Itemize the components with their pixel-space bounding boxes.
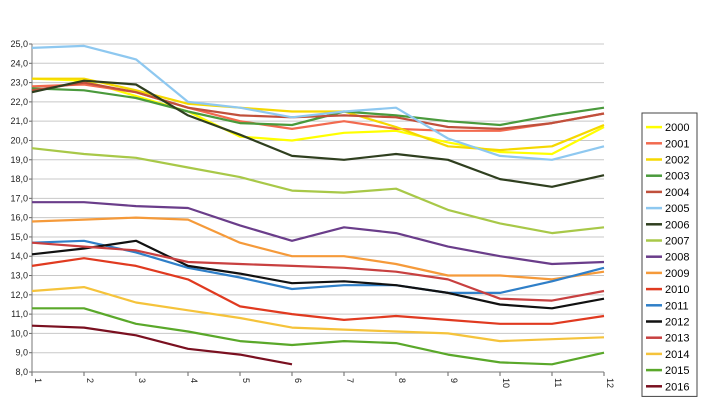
series-line-2016	[31, 324, 293, 366]
y-tick-label: 9,0	[15, 348, 28, 358]
legend-label-2010: 2010	[665, 284, 689, 296]
series-line-2013	[31, 241, 605, 302]
series-line-2006	[31, 79, 605, 188]
y-tick-label: 23,0	[10, 78, 28, 88]
y-tick-label: 8,0	[15, 367, 28, 377]
y-tick-label: 18,0	[10, 174, 28, 184]
legend-label-2016: 2016	[665, 381, 689, 393]
legend-label-2015: 2015	[665, 365, 689, 377]
legend-label-2004: 2004	[665, 187, 689, 199]
series-line-2009	[31, 216, 605, 281]
y-tick-label: 24,0	[10, 58, 28, 68]
x-tick-label: 4	[189, 378, 199, 383]
series-line-2012	[31, 239, 605, 310]
x-tick-labels: 1 2 3 4 5 6 7 8 9 10 11 12	[33, 378, 615, 388]
x-tick-label: 6	[293, 378, 303, 383]
y-tick-label: 16,0	[10, 213, 28, 223]
legend: 2000 2001 2002 2003 2004 2005 2006 2007 2008 2009…	[641, 112, 698, 397]
series-line-2014	[31, 286, 605, 343]
y-tick-label: 19,0	[10, 155, 28, 165]
legend-label-2006: 2006	[665, 219, 689, 231]
y-tick-label: 25,0	[10, 39, 28, 49]
x-tick-label: 1	[33, 378, 43, 383]
series-line-2015	[32, 307, 605, 366]
series-line-2007	[31, 147, 605, 235]
legend-label-2001: 2001	[665, 138, 689, 150]
y-tick-label: 13,0	[10, 271, 28, 281]
legend-label-2000: 2000	[665, 122, 689, 134]
y-tick-label: 11,0	[11, 309, 28, 319]
series-line-2003	[31, 87, 605, 127]
series-lines	[31, 44, 605, 366]
series-line-2008	[32, 201, 605, 266]
series-line-2004	[31, 81, 605, 130]
legend-label-2012: 2012	[665, 317, 689, 329]
legend-label-2007: 2007	[665, 236, 689, 248]
x-tick-label: 8	[397, 378, 407, 383]
y-tick-label: 14,0	[10, 251, 28, 261]
legend-label-2013: 2013	[665, 333, 689, 345]
y-tick-label: 20,0	[10, 135, 28, 145]
y-tick-labels: 8,0 9,0 10,0 11,0 12,0 13,0 14,0 15,0 16,0 17,0 18…	[10, 39, 28, 377]
y-tick-label: 15,0	[10, 232, 28, 242]
x-tick-label: 3	[137, 378, 147, 383]
x-tick-label: 7	[345, 378, 355, 383]
legend-label-2005: 2005	[665, 203, 689, 215]
x-tick-label: 12	[605, 378, 615, 388]
legend-label-2009: 2009	[665, 268, 689, 280]
y-tick-label: 21,0	[10, 116, 28, 126]
legend-label-2002: 2002	[665, 155, 689, 167]
legend-label-2011: 2011	[665, 300, 689, 312]
x-tick-label: 2	[85, 378, 95, 383]
x-tick-label: 5	[241, 378, 251, 383]
series-line-2005	[31, 44, 605, 161]
axes	[31, 44, 604, 373]
x-tick-label: 11	[553, 378, 563, 387]
series-line-2002	[32, 77, 605, 152]
y-tick-label: 17,0	[10, 193, 28, 203]
x-tick-label: 10	[501, 378, 511, 388]
legend-label-2003: 2003	[665, 171, 689, 183]
series-line-2010	[31, 257, 605, 325]
series-line-2000	[31, 77, 605, 156]
legend-label-2014: 2014	[665, 349, 689, 361]
legend-label-2008: 2008	[665, 252, 689, 264]
y-tick-label: 10,0	[10, 328, 28, 338]
x-tick-label: 9	[449, 378, 459, 383]
y-tick-label: 12,0	[10, 290, 28, 300]
y-tick-label: 22,0	[10, 97, 28, 107]
